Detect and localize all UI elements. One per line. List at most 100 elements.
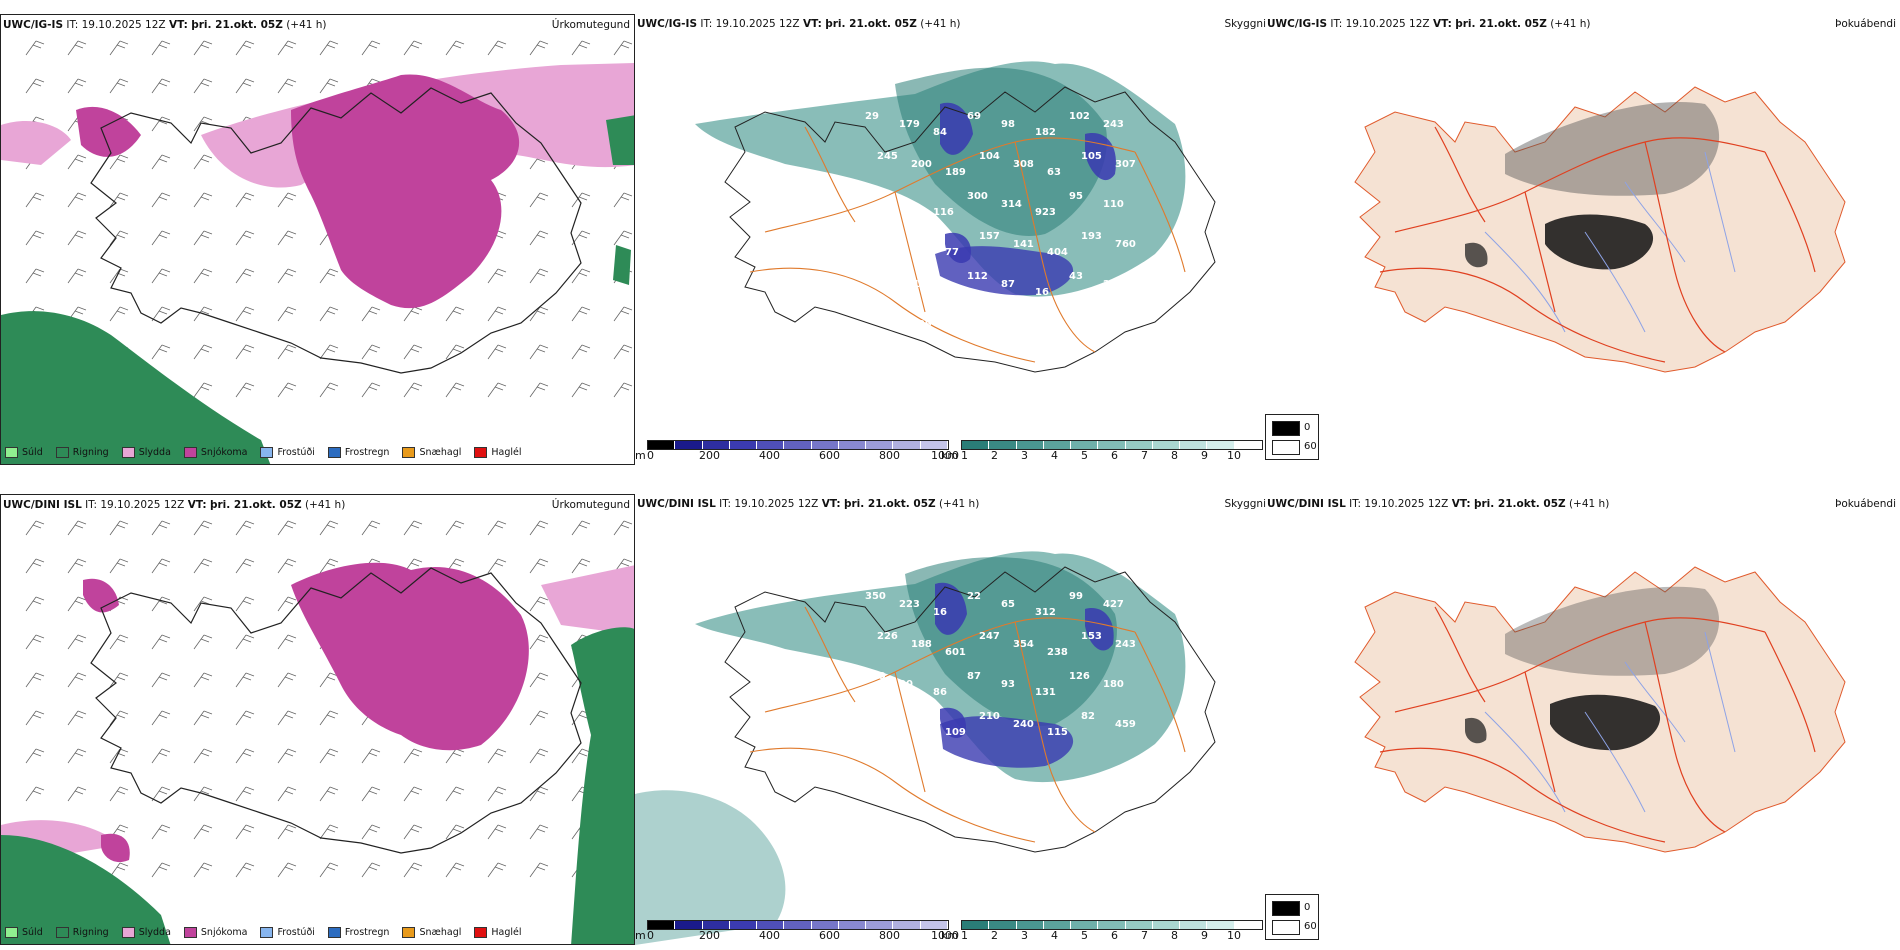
road: [1644, 141, 1726, 353]
panel-title: Úrkomutegund: [551, 19, 630, 31]
wind-barb: [25, 634, 45, 650]
colorbar-tick: 10: [1227, 449, 1241, 462]
wind-barb: [235, 382, 255, 398]
colorbar-segment: [729, 441, 758, 449]
panel-title: Skyggni: [1224, 498, 1267, 510]
wind-barb: [67, 40, 87, 56]
colorbar-segment: [1071, 441, 1099, 449]
colorbar-segment: [784, 921, 812, 929]
iceland-outline: [90, 567, 582, 854]
road: [1434, 606, 1486, 703]
cloud-height-label: 95: [1069, 191, 1083, 202]
fog-shade: [1505, 102, 1720, 196]
model-name: UWC/IG-IS: [3, 19, 64, 31]
panel-header: UWC/IG-IS IT: 19.10.2025 12Z VT: þri. 21…: [637, 18, 961, 30]
model-name: UWC/DINI ISL: [637, 498, 716, 510]
cloud-height-label: 114: [911, 239, 932, 250]
snow-area: [291, 74, 520, 309]
wind-barb: [277, 230, 297, 246]
wind-barb: [403, 824, 423, 840]
rain-area: [1, 311, 271, 464]
legend-item: Snæhagl: [402, 927, 461, 938]
legend-swatch: [183, 927, 197, 938]
cloud-height-label: 135: [911, 719, 932, 730]
snow-area: [76, 106, 141, 157]
wind-barb: [403, 306, 423, 322]
wind-barb: [25, 748, 45, 764]
wind-barb: [277, 824, 297, 840]
cloud-height-label: 314: [1001, 199, 1022, 210]
wind-barb: [613, 344, 633, 360]
cloud-height-label: 153: [1081, 631, 1102, 642]
wind-barb: [319, 78, 339, 94]
wind-barb: [571, 306, 591, 322]
wind-barb: [277, 748, 297, 764]
road-network: [1379, 126, 1816, 363]
cloud-base-area: [940, 707, 966, 739]
panel-header: UWC/IG-IS IT: 19.10.2025 12Z VT: þri. 21…: [1267, 18, 1591, 30]
wind-barb: [25, 786, 45, 802]
road: [1644, 621, 1726, 833]
cloud-height-label: 157: [979, 231, 1000, 242]
colorbar-segment: [1016, 441, 1044, 449]
wind-barb: [529, 520, 549, 536]
cloud-height-label: 247: [979, 631, 1000, 642]
cloud-height-label: 65: [1001, 599, 1015, 610]
wind-barb: [445, 306, 465, 322]
shading-swatch-dark: [1272, 421, 1300, 436]
wind-barb: [487, 344, 507, 360]
cloud-height-label: 427: [1103, 599, 1124, 610]
cloud-height-label: 63: [1047, 167, 1061, 178]
cloud-height-label: 200: [911, 159, 932, 170]
river: [1484, 711, 1566, 813]
wind-barb: [277, 596, 297, 612]
legend-swatch: [5, 447, 18, 458]
shading-label: 0: [1304, 902, 1311, 913]
wind-barb: [403, 748, 423, 764]
cloud-panel-top: UWC/IG-IS IT: 19.10.2025 12Z VT: þri. 21…: [635, 14, 1270, 465]
cloud-height-label: 601: [945, 647, 966, 658]
wind-barb: [151, 596, 171, 612]
visibility-area: [895, 67, 1107, 236]
cloud-height-label: 141: [877, 711, 898, 722]
road-network: [749, 126, 1186, 363]
wind-barb: [193, 268, 213, 284]
wind-barb: [361, 786, 381, 802]
wind-barb: [487, 40, 507, 56]
wind-barb: [193, 634, 213, 650]
wind-barb: [235, 596, 255, 612]
cloud-height-label: 99: [1069, 591, 1083, 602]
colorbar-tick: 5: [1081, 929, 1088, 942]
colorbar-tick: 10: [1227, 929, 1241, 942]
colorbar-tick: 1000: [931, 929, 959, 942]
wind-barb: [403, 520, 423, 536]
colorbar-unit: km: [941, 449, 959, 462]
wind-barb: [151, 558, 171, 574]
wind-barb: [193, 710, 213, 726]
wind-barb: [403, 40, 423, 56]
wind-barb: [25, 40, 45, 56]
wind-barb: [319, 710, 339, 726]
cloud-height-label: 29: [865, 111, 879, 122]
shading-map: [1354, 86, 1846, 373]
wind-barb: [151, 824, 171, 840]
colorbar-tick: 2: [991, 929, 998, 942]
valid-time: þri. 21.okt. 05Z: [209, 499, 302, 511]
panel-title: Þokuábendi: [1835, 18, 1896, 30]
legend-swatch: [121, 927, 135, 938]
legend-item: Frostúði: [260, 447, 315, 458]
cloud-height-label: 243: [1115, 639, 1136, 650]
road: [1524, 671, 1556, 793]
fog-shade: [1545, 214, 1654, 270]
wind-barb: [319, 558, 339, 574]
lead-time: (+41 h): [920, 18, 961, 30]
colorbar-segment: [675, 441, 703, 449]
cloud-height-label: 27: [877, 311, 891, 322]
river: [1484, 231, 1566, 333]
wind-barb: [445, 382, 465, 398]
wind-barb: [613, 306, 633, 322]
wind-barb: [193, 78, 213, 94]
legend-item: Haglél: [474, 447, 522, 458]
colorbar-segment: [920, 441, 948, 449]
cloud-height-label: 112: [967, 271, 988, 282]
